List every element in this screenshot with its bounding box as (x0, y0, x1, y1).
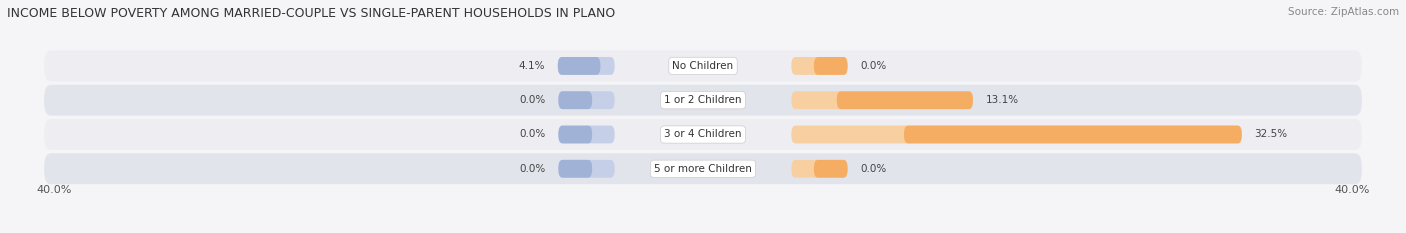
FancyBboxPatch shape (792, 57, 848, 75)
FancyBboxPatch shape (558, 91, 592, 109)
Text: 13.1%: 13.1% (986, 95, 1019, 105)
FancyBboxPatch shape (558, 160, 592, 178)
Text: INCOME BELOW POVERTY AMONG MARRIED-COUPLE VS SINGLE-PARENT HOUSEHOLDS IN PLANO: INCOME BELOW POVERTY AMONG MARRIED-COUPL… (7, 7, 616, 20)
FancyBboxPatch shape (792, 160, 848, 178)
Text: 0.0%: 0.0% (860, 61, 887, 71)
FancyBboxPatch shape (792, 126, 1241, 143)
FancyBboxPatch shape (558, 57, 600, 75)
Text: 0.0%: 0.0% (860, 164, 887, 174)
Text: 32.5%: 32.5% (1254, 130, 1288, 140)
Text: 0.0%: 0.0% (519, 164, 546, 174)
Text: 4.1%: 4.1% (519, 61, 546, 71)
FancyBboxPatch shape (44, 85, 1362, 116)
FancyBboxPatch shape (558, 91, 614, 109)
FancyBboxPatch shape (558, 57, 614, 75)
Text: 3 or 4 Children: 3 or 4 Children (664, 130, 742, 140)
Text: 5 or more Children: 5 or more Children (654, 164, 752, 174)
FancyBboxPatch shape (792, 91, 973, 109)
FancyBboxPatch shape (558, 126, 614, 143)
FancyBboxPatch shape (814, 160, 848, 178)
FancyBboxPatch shape (814, 57, 848, 75)
Text: 0.0%: 0.0% (519, 130, 546, 140)
FancyBboxPatch shape (904, 126, 1241, 143)
FancyBboxPatch shape (837, 91, 973, 109)
FancyBboxPatch shape (44, 119, 1362, 150)
Text: 40.0%: 40.0% (37, 185, 72, 195)
FancyBboxPatch shape (44, 153, 1362, 184)
Text: No Children: No Children (672, 61, 734, 71)
Text: 0.0%: 0.0% (519, 95, 546, 105)
Text: Source: ZipAtlas.com: Source: ZipAtlas.com (1288, 7, 1399, 17)
FancyBboxPatch shape (44, 51, 1362, 81)
FancyBboxPatch shape (558, 160, 614, 178)
Text: 40.0%: 40.0% (1334, 185, 1369, 195)
FancyBboxPatch shape (558, 126, 592, 143)
Text: 1 or 2 Children: 1 or 2 Children (664, 95, 742, 105)
